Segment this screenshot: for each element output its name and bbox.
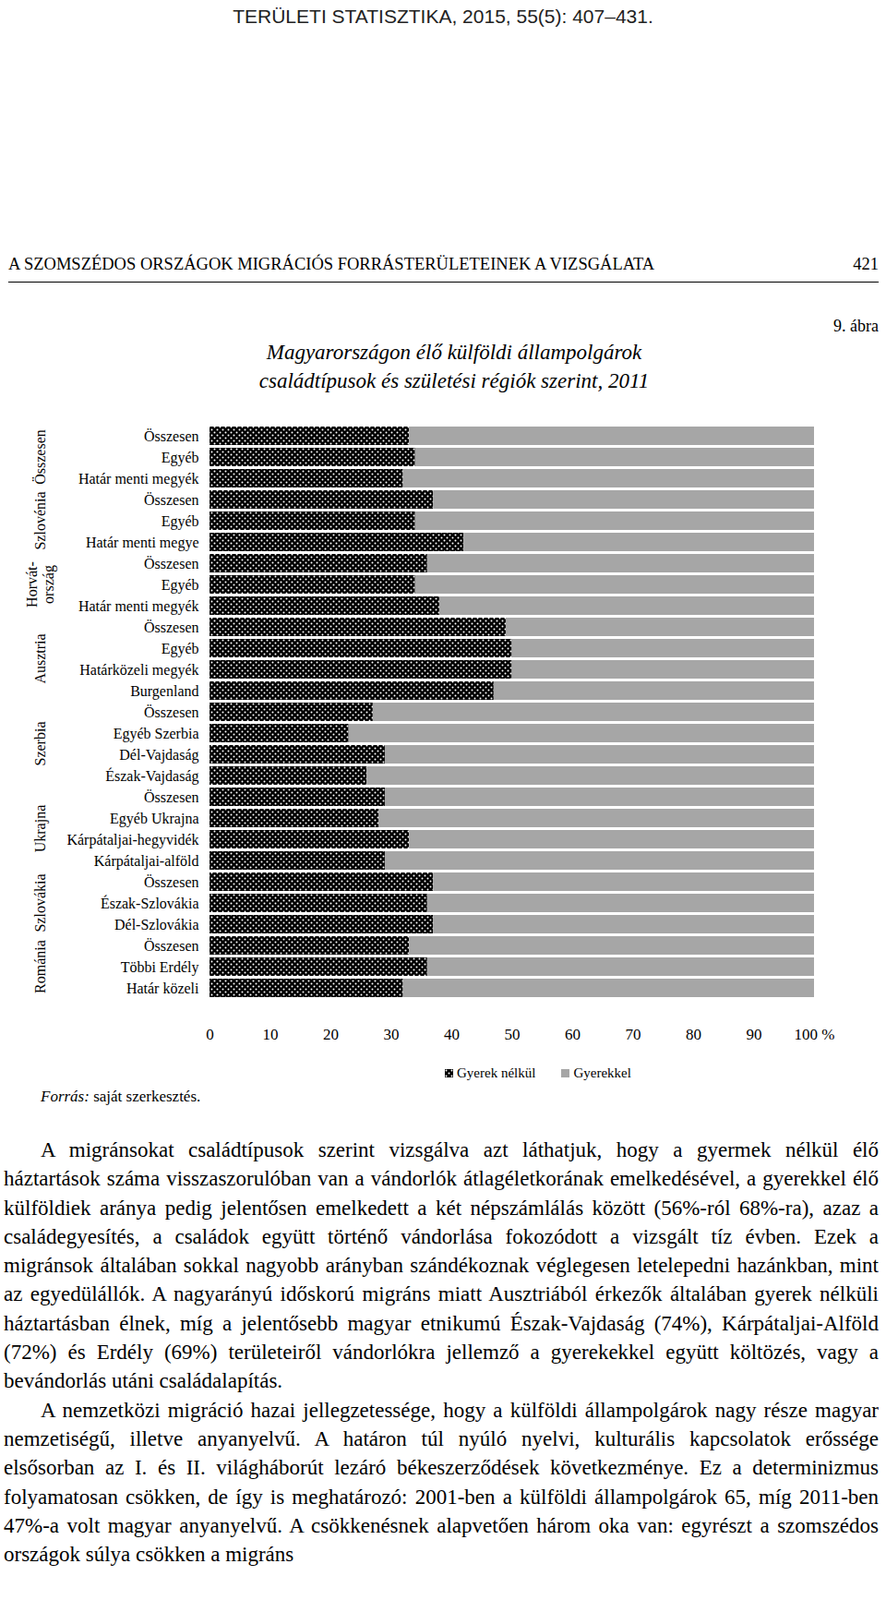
- svg-text:Összesen: Összesen: [143, 491, 200, 508]
- svg-text:Egyéb: Egyéb: [161, 576, 200, 594]
- svg-text:Horvát-ország: Horvát-ország: [23, 561, 58, 608]
- html-text:421: 421: [853, 254, 879, 274]
- svg-text:Ukrajna: Ukrajna: [32, 804, 49, 853]
- svg-text:Összesen: Összesen: [143, 789, 200, 805]
- svg-text:Egyéb: Egyéb: [161, 449, 200, 467]
- svg-text:10: 10: [263, 1025, 279, 1043]
- html-text:A SZOMSZÉDOS ORSZÁGOK MIGRÁCIÓ: A SZOMSZÉDOS ORSZÁGOK MIGRÁCIÓS FORRÁSTE…: [8, 254, 655, 274]
- html-text:Gyerek nélkül: Gyerek nélkül: [456, 1065, 536, 1080]
- svg-text:Többi Erdély: Többi Erdély: [120, 958, 200, 976]
- svg-text:Szlovákia: Szlovákia: [32, 873, 48, 932]
- svg-text:Észak-Vajdaság: Észak-Vajdaság: [105, 766, 199, 785]
- svg-text:90: 90: [746, 1025, 763, 1043]
- svg-text:80: 80: [685, 1025, 702, 1043]
- svg-text:Összesen: Összesen: [143, 937, 200, 954]
- svg-text:Egyéb: Egyéb: [161, 640, 200, 658]
- svg-text:Szerbia: Szerbia: [32, 721, 48, 767]
- svg-text:Burgenland: Burgenland: [130, 682, 199, 700]
- svg-text:Összesen: Összesen: [143, 555, 200, 572]
- svg-text:20: 20: [323, 1025, 339, 1043]
- svg-text:Dél-Szlovákia: Dél-Szlovákia: [114, 916, 200, 933]
- svg-text:Összesen: Összesen: [32, 429, 48, 485]
- html-text:Forrás: saját szerkesztés.: Forrás: saját szerkesztés.: [40, 1087, 201, 1105]
- svg-text:Kárpátaljai-alföld: Kárpátaljai-alföld: [94, 852, 200, 870]
- html-text:TERÜLETI STATISZTIKA, 2015, 55: TERÜLETI STATISZTIKA, 2015, 55(5): 407–4…: [232, 5, 654, 27]
- html-text:A nemzetközi migráció hazai je: A nemzetközi migráció hazai jellegzetess…: [3, 1397, 879, 1566]
- svg-text:Ausztria: Ausztria: [32, 633, 48, 683]
- svg-text:Határközeli megyék: Határközeli megyék: [79, 661, 199, 679]
- html-text:Gyerekkel: Gyerekkel: [573, 1065, 632, 1080]
- svg-text:Összesen: Összesen: [143, 704, 200, 720]
- svg-text:Dél-Vajdaság: Dél-Vajdaság: [119, 746, 199, 764]
- svg-text:0: 0: [205, 1025, 215, 1043]
- svg-text:60: 60: [564, 1025, 581, 1043]
- svg-text:Összesen: Összesen: [143, 428, 200, 444]
- svg-text:Összesen: Összesen: [143, 619, 200, 635]
- html-text:9. ábra: 9. ábra: [833, 316, 879, 336]
- svg-text:Határ menti megye: Határ menti megye: [85, 534, 200, 551]
- svg-text:50: 50: [504, 1025, 521, 1043]
- svg-text:Határ menti megyék: Határ menti megyék: [78, 598, 200, 615]
- svg-text:100 %: 100 %: [794, 1025, 836, 1043]
- html-text:Magyarországon élő külföldi ál: Magyarországon élő külföldi állampolgáro…: [259, 340, 649, 393]
- svg-text:40: 40: [443, 1025, 460, 1043]
- svg-text:Egyéb Szerbia: Egyéb Szerbia: [113, 725, 200, 743]
- svg-text:Észak-Szlovákia: Észak-Szlovákia: [100, 894, 200, 911]
- svg-text:Románia: Románia: [32, 939, 48, 994]
- svg-text:Egyéb Ukrajna: Egyéb Ukrajna: [109, 810, 199, 827]
- svg-text:Szlovénia: Szlovénia: [32, 490, 48, 550]
- svg-text:Határ menti megyék: Határ menti megyék: [78, 470, 200, 488]
- svg-text:Egyéb: Egyéb: [161, 513, 200, 530]
- svg-text:30: 30: [383, 1025, 400, 1043]
- svg-text:70: 70: [625, 1025, 642, 1043]
- svg-text:Kárpátaljai-hegyvidék: Kárpátaljai-hegyvidék: [66, 831, 199, 849]
- html-text:A migránsokat családtípusok sz: A migránsokat családtípusok szerint vizs…: [3, 1137, 879, 1393]
- svg-text:Határ közeli: Határ közeli: [126, 980, 200, 996]
- svg-text:Összesen: Összesen: [143, 874, 200, 890]
